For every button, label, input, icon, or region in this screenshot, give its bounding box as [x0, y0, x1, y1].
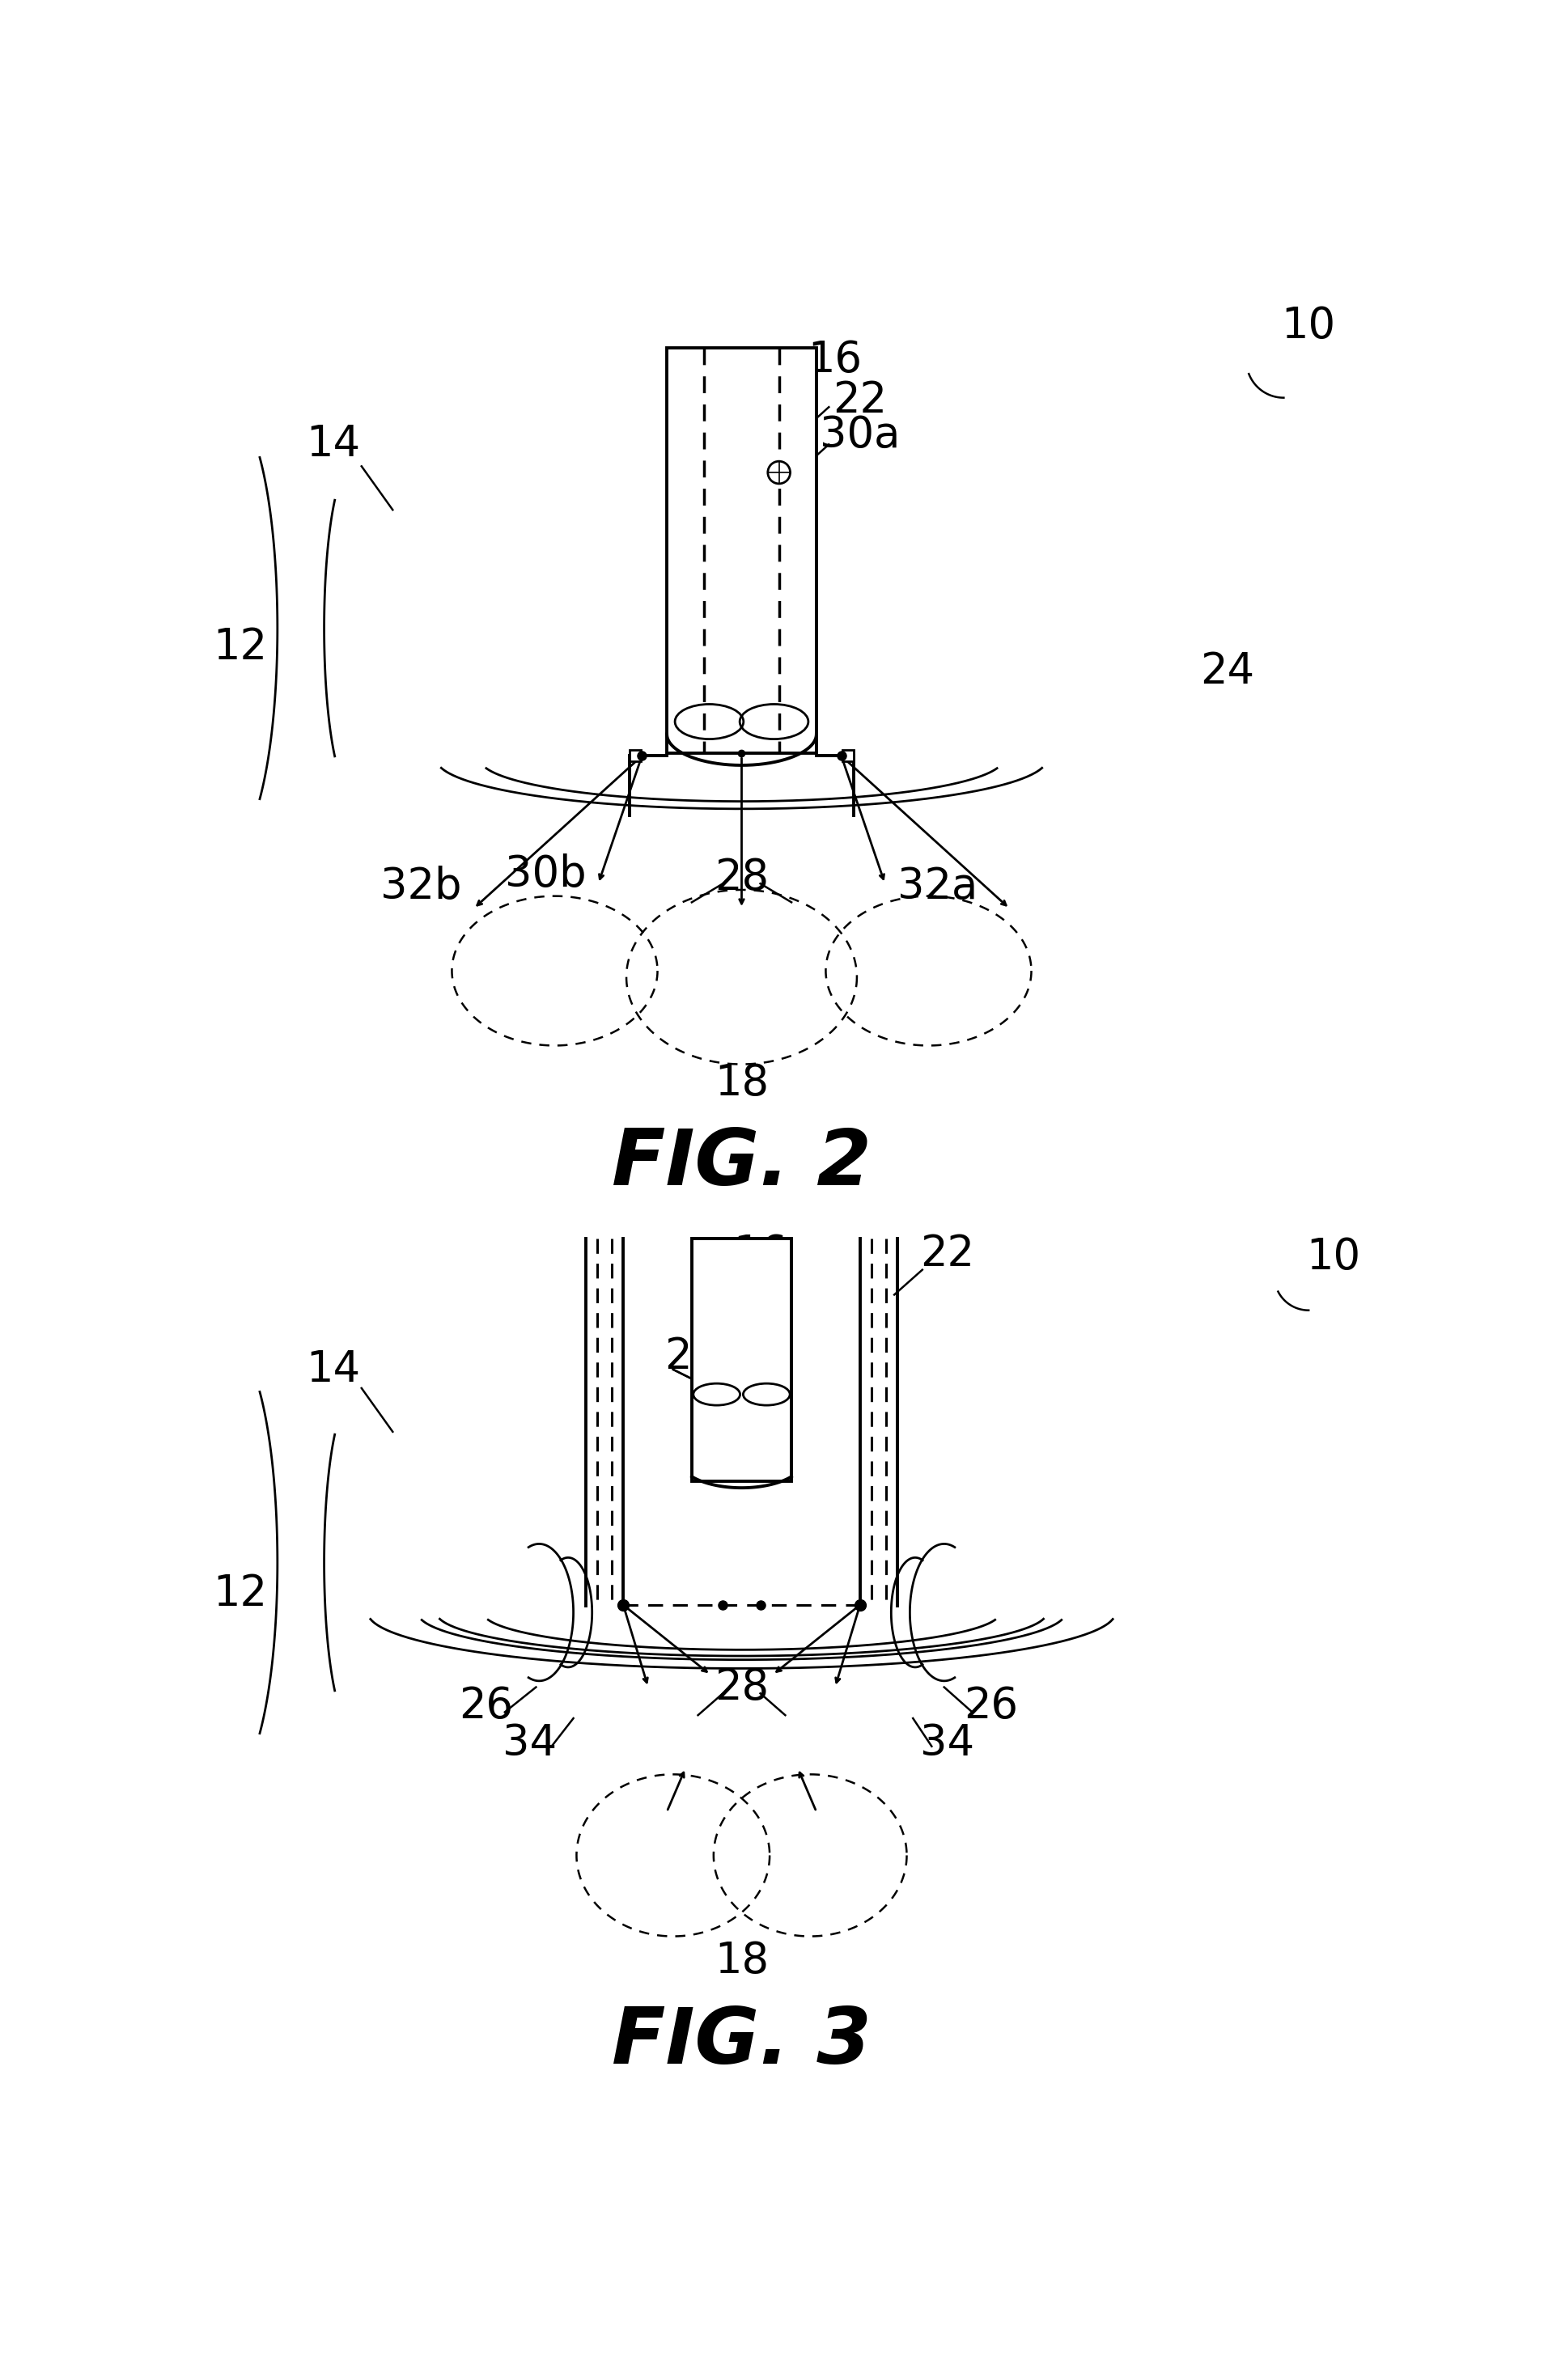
Text: 12: 12	[213, 1573, 268, 1614]
Text: 18: 18	[715, 1940, 768, 1983]
Bar	[667, 347, 817, 752]
Text: FIG. 3: FIG. 3	[612, 2004, 872, 2080]
Text: FIG. 2: FIG. 2	[612, 1126, 872, 1202]
Bar	[842, 750, 854, 762]
Text: 16: 16	[732, 1233, 787, 1276]
Text: 20: 20	[665, 1335, 718, 1378]
Text: 14: 14	[307, 1349, 360, 1390]
Text: 16: 16	[808, 340, 862, 381]
Text: 10: 10	[1307, 1235, 1360, 1278]
Text: 32a: 32a	[898, 866, 978, 907]
Text: 28: 28	[715, 857, 768, 897]
Bar	[692, 1238, 792, 1483]
Text: 22: 22	[833, 381, 887, 421]
Text: 22: 22	[920, 1233, 975, 1276]
Text: 14: 14	[307, 424, 360, 466]
Text: 10: 10	[1282, 305, 1337, 347]
Text: 30a: 30a	[820, 414, 900, 457]
Text: 26: 26	[964, 1685, 1017, 1728]
Text: 34: 34	[502, 1723, 557, 1764]
Text: 18: 18	[715, 1061, 768, 1104]
Text: 28: 28	[715, 1666, 768, 1709]
Text: 34: 34	[920, 1723, 975, 1764]
Text: 12: 12	[213, 626, 268, 669]
Text: 24: 24	[1200, 650, 1255, 693]
Text: 20: 20	[715, 650, 768, 693]
Bar	[629, 750, 640, 762]
Circle shape	[768, 462, 790, 483]
Text: 32b: 32b	[380, 866, 462, 907]
Text: 30b: 30b	[504, 852, 585, 895]
Text: 26: 26	[459, 1685, 513, 1728]
